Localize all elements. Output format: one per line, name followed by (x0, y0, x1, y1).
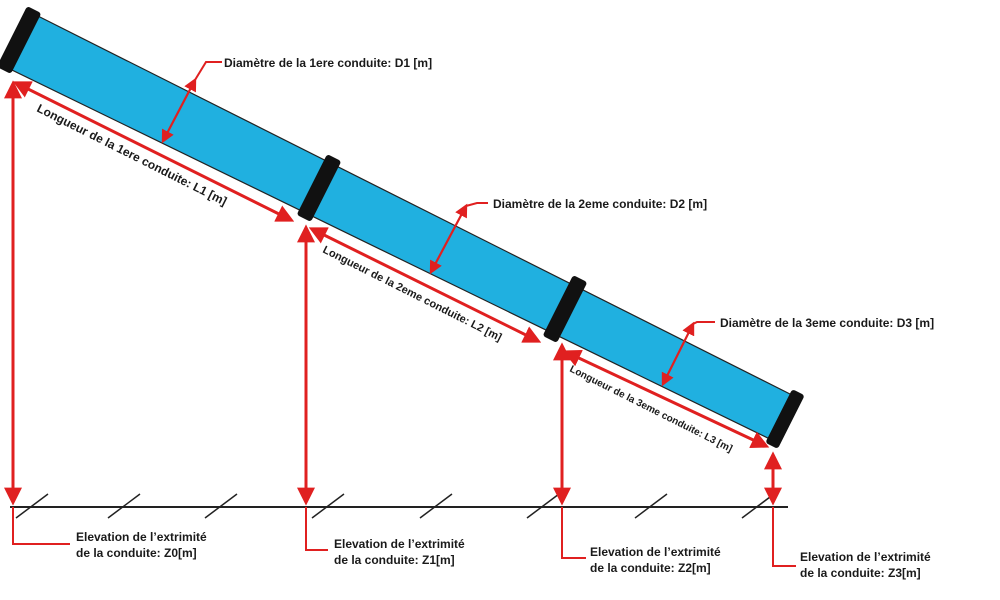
elevation-label-3-line2: de la conduite: Z3[m] (800, 566, 921, 580)
elevation-label-2-line1: Elevation de l’extrimité (590, 545, 721, 559)
elevation-label-1-line1: Elevation de l’extrimité (334, 537, 465, 551)
diameter-label-2: Diamètre de la 2eme conduite: D2 [m] (493, 197, 707, 211)
diameter-label-3: Diamètre de la 3eme conduite: D3 [m] (720, 316, 934, 330)
diameter-leaders (194, 61, 715, 325)
elevation-label-2-line2: de la conduite: Z2[m] (590, 561, 711, 575)
elevation-arrows (4, 80, 782, 506)
flange-start (0, 7, 41, 73)
flange-joint-1 (297, 155, 341, 221)
elevation-label-3-line1: Elevation de l’extrimité (800, 550, 931, 564)
elevation-label-0-line1: Elevation de l’extrimité (76, 530, 207, 544)
flange-end (766, 390, 804, 448)
elevation-label-0-line2: de la conduite: Z0[m] (76, 546, 197, 560)
diameter-label-1: Diamètre de la 1ere conduite: D1 [m] (224, 56, 432, 70)
length-arrows (12, 81, 770, 449)
elevation-leaders (12, 507, 796, 567)
flange-joint-2 (543, 276, 587, 342)
pipe-body (11, 9, 793, 444)
elevation-label-1-line2: de la conduite: Z1[m] (334, 553, 455, 567)
